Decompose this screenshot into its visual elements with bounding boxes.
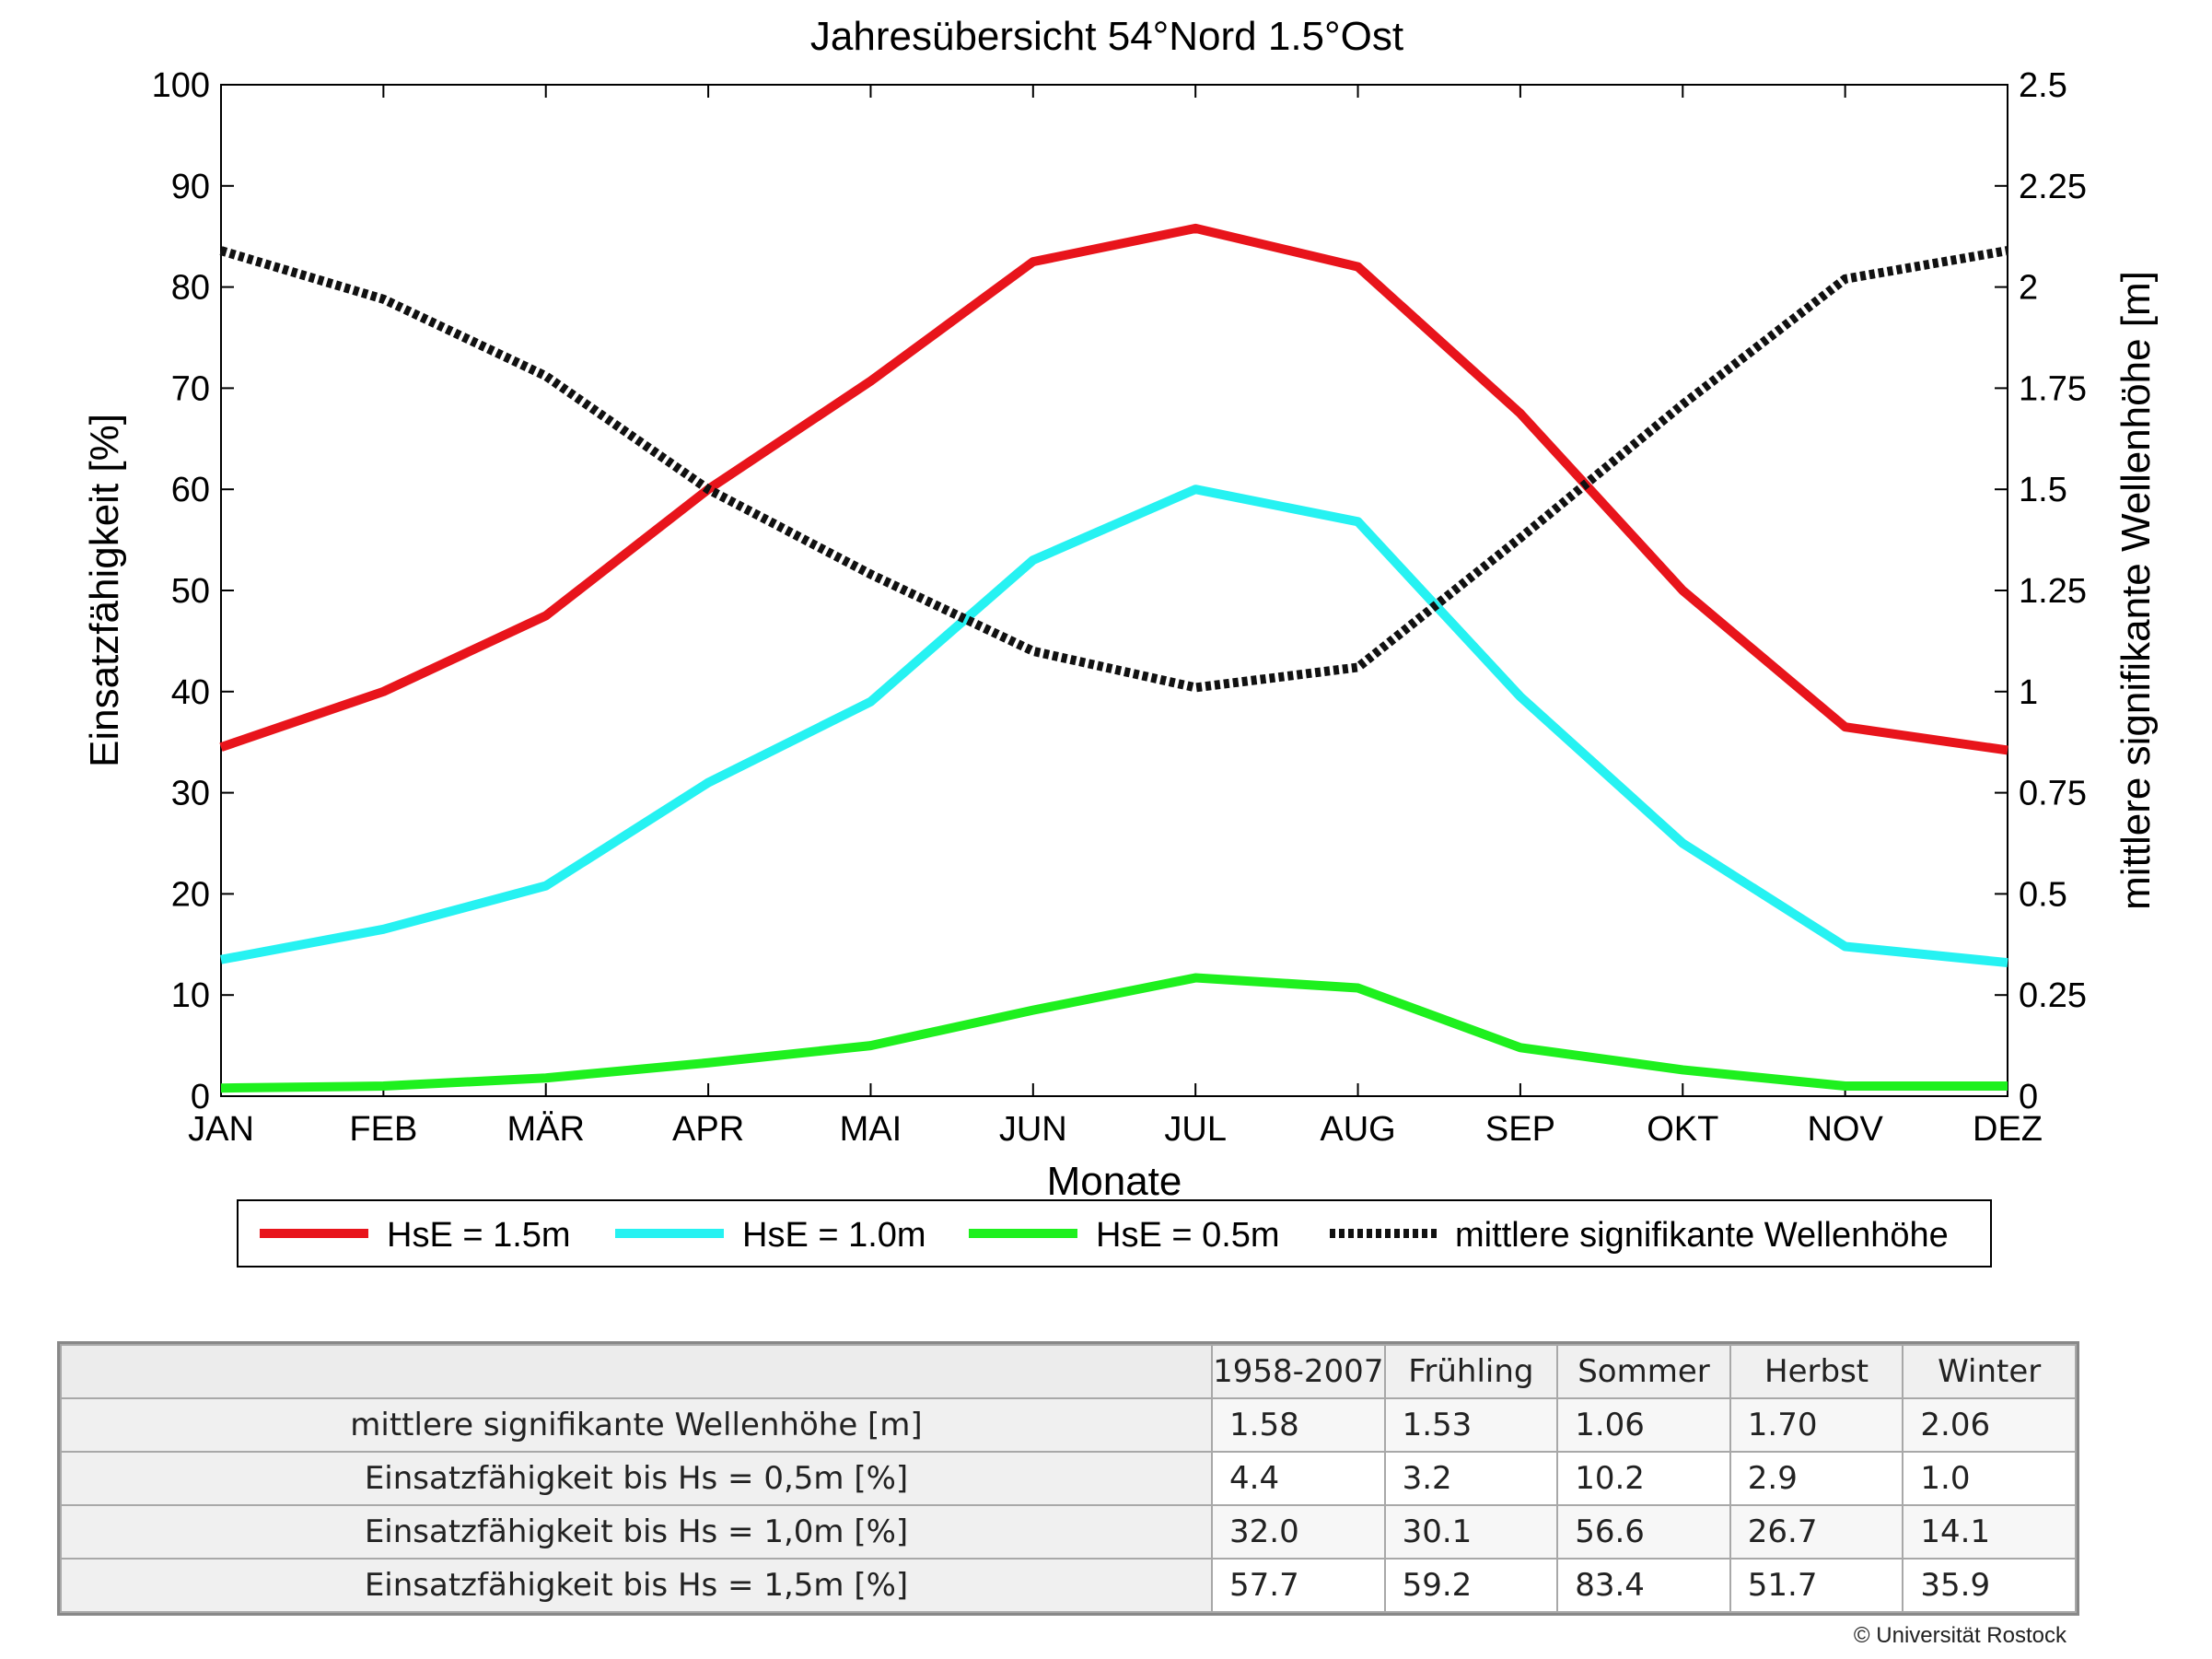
table-cell: 32.0 [1211, 1504, 1386, 1560]
table-header-spring: Frühling [1383, 1344, 1559, 1399]
series-line-1 [220, 485, 2008, 968]
y2-tick-label: 0.25 [2019, 976, 2087, 1015]
x-tick-label: DEZ [1973, 1110, 2043, 1149]
y-tick-label: 70 [171, 369, 210, 408]
legend-label-3: mittlere signifikante Wellenhöhe [1455, 1216, 1949, 1255]
series-line-3 [219, 246, 2008, 693]
table-row: Einsatzfähigkeit bis Hs = 1,0m [%] 32.0 … [60, 1504, 2077, 1560]
copyright-credit: © Universität Rostock [1853, 1623, 2066, 1648]
table-cell: 1.53 [1383, 1397, 1559, 1453]
table-row: Einsatzfähigkeit bis Hs = 0,5m [%] 4.4 3… [60, 1451, 2077, 1506]
axis-ticks: JAN FEB MÄR APR MAI JUN JUL AUG SEP OKT NOV DEZ0102… [152, 66, 2087, 1149]
table-row: Einsatzfähigkeit bis Hs = 1,5m [%] 57.7 … [60, 1558, 2077, 1613]
y-tick-label: 20 [171, 875, 210, 914]
y2-axis-label: mittlere signifikante Wellenhöhe [m] [2113, 271, 2159, 910]
table-row: mittlere signifikante Wellenhöhe [m] 1.5… [60, 1397, 2077, 1453]
table-cell: 10.2 [1556, 1451, 1731, 1506]
y-tick-label: 30 [171, 775, 210, 813]
series-line-2 [220, 973, 2008, 1093]
y2-tick-label: 1.75 [2019, 369, 2087, 408]
x-axis-label: Monate [1047, 1159, 1182, 1204]
y2-tick-label: 1 [2019, 673, 2038, 712]
legend-label-2: HsE = 0.5m [1096, 1216, 1280, 1255]
table-cell: 56.6 [1556, 1504, 1731, 1560]
table-cell: 26.7 [1729, 1504, 1904, 1560]
y2-tick-label: 1.5 [2019, 471, 2067, 509]
y-tick-label: 90 [171, 168, 210, 206]
x-tick-label: JUL [1164, 1110, 1227, 1149]
table-cell: 35.9 [1902, 1558, 2077, 1613]
table-cell: 1.70 [1729, 1397, 1904, 1453]
y-axis-label: Einsatzfähigkeit [%] [82, 414, 127, 767]
table-cell: 2.06 [1902, 1397, 2077, 1453]
x-tick-label: NOV [1807, 1110, 1883, 1149]
table-cell: 4.4 [1211, 1451, 1386, 1506]
y-tick-label: 60 [171, 471, 210, 509]
table-header-winter: Winter [1902, 1344, 2077, 1399]
chart: Jahresübersicht 54°Nord 1.5°Ost JAN FEB MÄ… [82, 14, 2159, 1268]
table-cell: 1.06 [1556, 1397, 1731, 1453]
y2-tick-label: 0 [2019, 1078, 2038, 1116]
x-tick-label: SEP [1485, 1110, 1555, 1149]
plot-area [220, 84, 2008, 1097]
x-tick-label: APR [672, 1110, 744, 1149]
y-tick-label: 50 [171, 572, 210, 611]
table-row-label: Einsatzfähigkeit bis Hs = 1,0m [%] [60, 1504, 1213, 1560]
table-cell: 2.9 [1729, 1451, 1904, 1506]
x-tick-label: MAI [840, 1110, 902, 1149]
table-cell: 1.58 [1211, 1397, 1386, 1453]
y2-tick-label: 2.5 [2019, 66, 2067, 105]
y2-tick-label: 0.5 [2019, 875, 2067, 914]
table-cell: 51.7 [1729, 1558, 1904, 1613]
table-header-period: 1958-2007 [1211, 1344, 1386, 1399]
table-cell: 59.2 [1383, 1558, 1559, 1613]
legend-label-0: HsE = 1.5m [387, 1216, 571, 1255]
table-row-label: Einsatzfähigkeit bis Hs = 0,5m [%] [60, 1451, 1213, 1506]
series-lines [219, 223, 2008, 1093]
chart-title: Jahresübersicht 54°Nord 1.5°Ost [810, 14, 1403, 59]
table-header-row: 1958-2007 Frühling Sommer Herbst Winter [60, 1344, 2077, 1399]
legend: HsE = 1.5m HsE = 1.0m HsE = 0.5m mittlere s… [237, 1199, 1992, 1268]
table-header-autumn: Herbst [1729, 1344, 1904, 1399]
y-tick-label: 100 [152, 66, 210, 105]
y-tick-label: 40 [171, 673, 210, 712]
table-cell: 1.0 [1902, 1451, 2077, 1506]
table-cell: 3.2 [1383, 1451, 1559, 1506]
y2-tick-label: 0.75 [2019, 775, 2087, 813]
x-tick-label: AUG [1320, 1110, 1395, 1149]
x-tick-label: FEB [349, 1110, 417, 1149]
y2-tick-label: 2.25 [2019, 168, 2087, 206]
table-cell: 14.1 [1902, 1504, 2077, 1560]
table-row-label: Einsatzfähigkeit bis Hs = 1,5m [%] [60, 1558, 1213, 1613]
y-tick-label: 0 [191, 1078, 210, 1116]
statistics-table: 1958-2007 Frühling Sommer Herbst Winter … [57, 1341, 2079, 1616]
table-cell: 57.7 [1211, 1558, 1386, 1613]
table-row-label: mittlere signifikante Wellenhöhe [m] [60, 1397, 1213, 1453]
table-header-corner [60, 1344, 1213, 1399]
y2-tick-label: 1.25 [2019, 572, 2087, 611]
table-header-summer: Sommer [1556, 1344, 1731, 1399]
y-tick-label: 10 [171, 976, 210, 1015]
y-tick-label: 80 [171, 269, 210, 308]
table-cell: 83.4 [1556, 1558, 1731, 1613]
legend-box [237, 1199, 1992, 1268]
legend-label-1: HsE = 1.0m [742, 1216, 926, 1255]
y2-tick-label: 2 [2019, 269, 2038, 308]
x-tick-label: OKT [1647, 1110, 1718, 1149]
x-tick-label: JUN [999, 1110, 1067, 1149]
x-tick-label: JAN [188, 1110, 254, 1149]
series-line-0 [219, 223, 2008, 755]
x-tick-label: MÄR [507, 1110, 585, 1149]
table-cell: 30.1 [1383, 1504, 1559, 1560]
